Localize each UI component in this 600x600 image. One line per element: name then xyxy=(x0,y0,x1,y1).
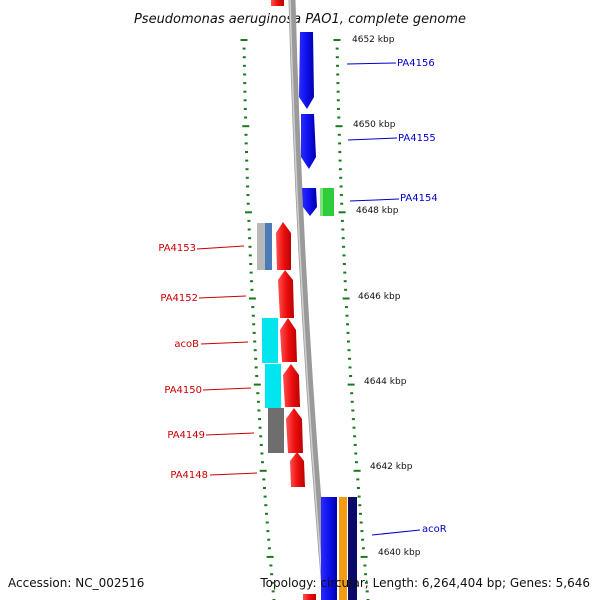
genome-title: Pseudomonas aeruginosa PAO1, complete ge… xyxy=(134,12,466,27)
reverse-gene-labels: PA4153 PA4152 acoB PA4150 PA4149 PA4148 xyxy=(158,243,258,481)
ruler-label-4652: 4652 kbp xyxy=(352,35,395,45)
ruler-ticks xyxy=(240,39,370,600)
gene-PA4153-grey[interactable] xyxy=(257,223,265,270)
gene-PA4150-red[interactable] xyxy=(283,364,300,407)
gene-PA4149-grey[interactable] xyxy=(268,408,284,453)
gene-partial-top[interactable] xyxy=(271,0,284,6)
gene-label-PA4155[interactable]: PA4155 xyxy=(398,133,436,144)
gene-PA4150-cyan[interactable] xyxy=(265,364,281,408)
gene-acoR-navy[interactable] xyxy=(348,497,357,600)
gene-label-PA4149[interactable]: PA4149 xyxy=(167,430,205,441)
gene-acoR-orange[interactable] xyxy=(339,497,347,600)
accession-text: Accession: NC_002516 xyxy=(8,576,144,590)
ruler-label-4640: 4640 kbp xyxy=(378,548,421,558)
gene-PA4148[interactable] xyxy=(290,452,305,487)
ruler-label-4648: 4648 kbp xyxy=(356,206,399,216)
gene-PA4153-red[interactable] xyxy=(276,222,291,270)
gene-label-PA4156[interactable]: PA4156 xyxy=(397,58,435,69)
ruler-label-4646: 4646 kbp xyxy=(358,292,401,302)
gene-PA4152[interactable] xyxy=(278,270,294,318)
gene-PA4156[interactable] xyxy=(299,32,314,109)
gene-label-PA4148[interactable]: PA4148 xyxy=(170,470,208,481)
gene-PA4153-blue[interactable] xyxy=(265,223,272,270)
gene-acoB-red[interactable] xyxy=(280,318,297,362)
gene-PA4155[interactable] xyxy=(301,114,316,169)
ruler-label-4642: 4642 kbp xyxy=(370,462,413,472)
gene-label-PA4152[interactable]: PA4152 xyxy=(160,293,198,304)
gene-label-acoR[interactable]: acoR xyxy=(422,524,447,535)
backbone xyxy=(288,0,330,600)
ruler-label-4650: 4650 kbp xyxy=(353,120,396,130)
gene-label-PA4154[interactable]: PA4154 xyxy=(400,193,438,204)
gene-label-acoB[interactable]: acoB xyxy=(174,339,199,350)
gene-label-PA4153[interactable]: PA4153 xyxy=(158,243,196,254)
gene-PA4149-red[interactable] xyxy=(286,408,303,453)
gene-label-PA4150[interactable]: PA4150 xyxy=(164,385,202,396)
ruler-labels: 4652 kbp 4650 kbp 4648 kbp 4646 kbp 4644… xyxy=(352,35,421,558)
gene-acoR-blue[interactable] xyxy=(321,497,337,600)
gene-acoB-cyan[interactable] xyxy=(262,318,278,363)
topology-text: Topology: circular; Length: 6,264,404 bp… xyxy=(259,576,590,590)
gene-PA4154-b[interactable] xyxy=(320,188,334,216)
gene-PA4154-a[interactable] xyxy=(302,188,317,216)
forward-gene-labels: PA4156 PA4155 PA4154 acoR xyxy=(346,58,447,536)
reverse-genes xyxy=(257,222,316,600)
forward-genes xyxy=(299,32,357,600)
ruler-label-4644: 4644 kbp xyxy=(364,377,407,387)
gene-partial-bottom[interactable] xyxy=(303,594,316,600)
